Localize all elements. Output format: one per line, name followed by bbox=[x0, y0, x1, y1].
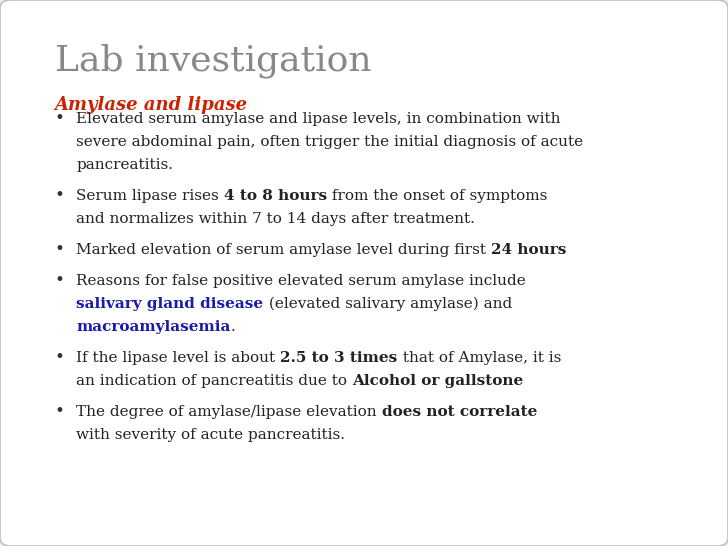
Text: 2.5 to 3 times: 2.5 to 3 times bbox=[280, 351, 397, 365]
Text: •: • bbox=[55, 349, 65, 366]
Text: Amylase and lipase: Amylase and lipase bbox=[55, 96, 248, 114]
Text: Reasons for false positive elevated serum amylase include: Reasons for false positive elevated seru… bbox=[76, 274, 526, 288]
Text: Marked elevation of serum amylase level during first: Marked elevation of serum amylase level … bbox=[76, 243, 491, 257]
Text: from the onset of symptoms: from the onset of symptoms bbox=[327, 189, 547, 203]
Text: 4 to 8 hours: 4 to 8 hours bbox=[224, 189, 327, 203]
Text: severe abdominal pain, often trigger the initial diagnosis of acute: severe abdominal pain, often trigger the… bbox=[76, 135, 584, 149]
Text: Elevated serum amylase and lipase levels, in combination with: Elevated serum amylase and lipase levels… bbox=[76, 112, 561, 126]
Text: •: • bbox=[55, 110, 65, 127]
Text: If the lipase level is about: If the lipase level is about bbox=[76, 351, 280, 365]
Text: does not correlate: does not correlate bbox=[382, 405, 537, 419]
Text: Alcohol or gallstone: Alcohol or gallstone bbox=[352, 374, 523, 388]
Text: .: . bbox=[231, 320, 236, 334]
Text: •: • bbox=[55, 272, 65, 289]
Text: pancreatitis.: pancreatitis. bbox=[76, 158, 173, 171]
Text: (elevated salivary amylase) and: (elevated salivary amylase) and bbox=[264, 296, 512, 311]
Text: an indication of pancreatitis due to: an indication of pancreatitis due to bbox=[76, 374, 352, 388]
Text: and normalizes within 7 to 14 days after treatment.: and normalizes within 7 to 14 days after… bbox=[76, 212, 475, 225]
Text: salivary gland disease: salivary gland disease bbox=[76, 297, 264, 311]
Text: macroamylasemia: macroamylasemia bbox=[76, 320, 231, 334]
Text: •: • bbox=[55, 403, 65, 420]
Text: with severity of acute pancreatitis.: with severity of acute pancreatitis. bbox=[76, 428, 346, 442]
Text: 24 hours: 24 hours bbox=[491, 243, 566, 257]
Text: Lab investigation: Lab investigation bbox=[55, 44, 371, 78]
Text: Serum lipase rises: Serum lipase rises bbox=[76, 189, 224, 203]
Text: The degree of amylase/lipase elevation: The degree of amylase/lipase elevation bbox=[76, 405, 382, 419]
Text: •: • bbox=[55, 187, 65, 204]
Text: that of Amylase, it is: that of Amylase, it is bbox=[397, 351, 561, 365]
Text: •: • bbox=[55, 241, 65, 258]
